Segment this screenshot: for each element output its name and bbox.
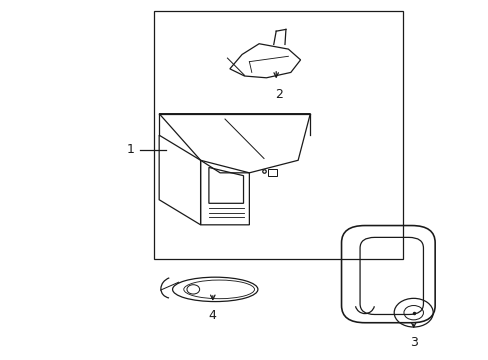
Bar <box>267 169 276 176</box>
Bar <box>154 12 402 259</box>
Text: 4: 4 <box>208 309 216 322</box>
Text: 3: 3 <box>409 336 417 349</box>
Text: 1: 1 <box>127 143 135 156</box>
Text: 2: 2 <box>274 88 282 101</box>
